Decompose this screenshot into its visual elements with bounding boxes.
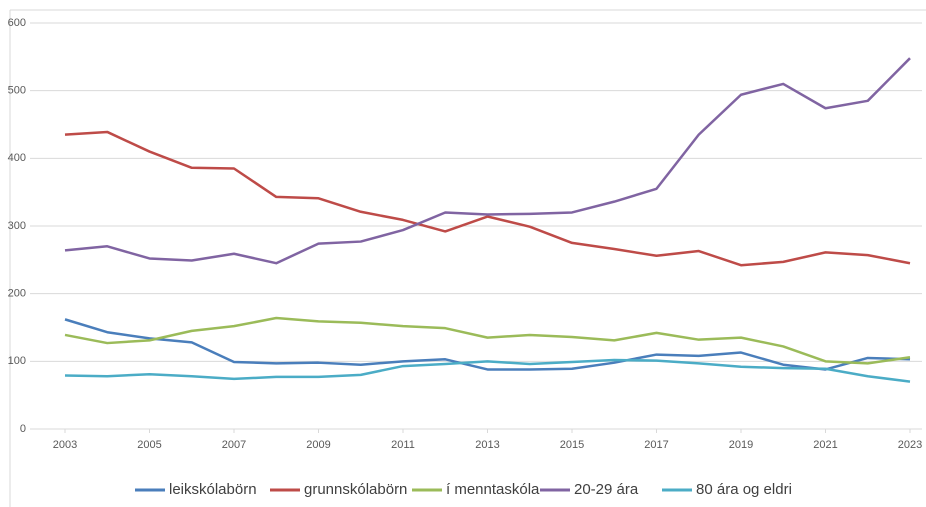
x-tick-label: 2007: [222, 439, 246, 451]
x-tick-label: 2019: [729, 439, 753, 451]
x-tick-label: 2017: [644, 439, 668, 451]
series-line: [64, 316, 911, 365]
legend-label: 80 ára og eldri: [696, 481, 792, 498]
series-line: [64, 358, 911, 383]
series-line: [64, 318, 911, 371]
legend-label: í menntaskóla: [446, 481, 540, 498]
x-tick-label: 2009: [306, 439, 330, 451]
y-tick-label: 300: [8, 220, 26, 232]
x-tick-label: 2021: [813, 439, 837, 451]
legend-label: 20-29 ára: [574, 481, 639, 498]
y-tick-label: 600: [8, 17, 26, 29]
series-line: [64, 57, 911, 265]
x-tick-label: 2015: [560, 439, 584, 451]
y-tick-label: 500: [8, 85, 26, 97]
y-tick-label: 400: [8, 152, 26, 164]
legend-label: grunnskólabörn: [304, 481, 407, 498]
x-tick-label: 2011: [391, 439, 415, 451]
y-tick-label: 0: [20, 423, 26, 435]
legend-label: leikskólabörn: [169, 481, 257, 498]
x-tick-label: 2023: [898, 439, 922, 451]
x-tick-label: 2013: [475, 439, 499, 451]
series-line: [64, 130, 911, 267]
x-tick-label: 2003: [53, 439, 77, 451]
y-tick-label: 200: [8, 288, 26, 300]
x-tick-label: 2005: [137, 439, 161, 451]
y-tick-label: 100: [8, 355, 26, 367]
